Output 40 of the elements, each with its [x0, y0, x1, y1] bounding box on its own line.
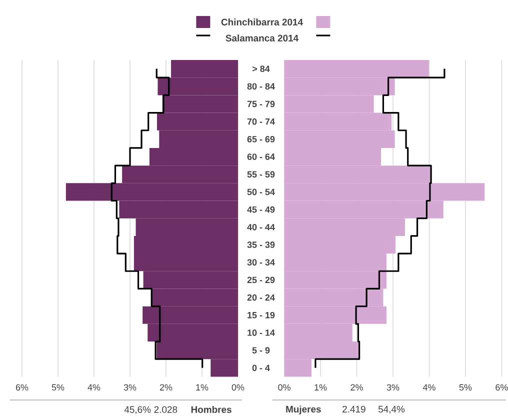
y-tick-label: > 84: [252, 66, 270, 72]
y-tick-label: 50 - 54: [247, 188, 275, 196]
x-tick-label: 0%: [278, 384, 290, 391]
x-tick-label: 3%: [386, 384, 400, 391]
text: 45,6%: [124, 406, 151, 414]
text: 2.028: [154, 406, 178, 413]
x-tick-label: 5%: [52, 384, 64, 391]
y-tick-label: 55 - 59: [247, 171, 275, 178]
x-tick-label: 2%: [350, 384, 363, 391]
x-tick-label: 5%: [459, 384, 472, 391]
y-tick-label: 65 - 69: [247, 136, 275, 142]
text: 2.419: [342, 406, 366, 413]
y-tick-label: 70 - 74: [247, 118, 275, 125]
x-tick-label: 6%: [16, 384, 28, 391]
x-tick-label: 1%: [314, 384, 327, 390]
y-tick-label: 80 - 84: [247, 83, 275, 90]
x-tick-label: 6%: [496, 384, 508, 391]
x-tick-label: 1%: [196, 384, 208, 390]
y-tick-label: 45 - 49: [247, 206, 275, 213]
x-tick-label: 0%: [232, 384, 244, 391]
legend-label: Salamanca 2014: [226, 34, 299, 42]
y-tick-label: 35 - 39: [247, 242, 275, 248]
x-tick-label: 3%: [124, 384, 136, 391]
y-tick-label: 5 - 9: [252, 347, 270, 354]
y-tick-label: 10 - 14: [248, 330, 275, 336]
y-tick-label: 75 - 79: [247, 100, 275, 108]
x-axis-title: Mujeres: [286, 406, 321, 414]
y-tick-label: 15 - 19: [248, 312, 275, 318]
x-tick-label: 2%: [160, 384, 172, 391]
y-tick-label: 25 - 29: [247, 276, 275, 284]
x-tick-label: 4%: [422, 384, 436, 390]
x-axis-title: Hombres: [191, 406, 232, 413]
y-tick-label: 30 - 34: [247, 259, 275, 266]
text: 54,4%: [378, 406, 405, 414]
y-tick-label: 60 - 64: [247, 154, 275, 160]
legend-label: Chinchibarra 2014: [221, 18, 303, 26]
y-tick-label: 40 - 44: [247, 224, 275, 230]
y-tick-label: 20 - 24: [247, 294, 275, 301]
x-tick-label: 4%: [88, 384, 100, 390]
y-tick-label: 0 - 4: [252, 364, 270, 372]
